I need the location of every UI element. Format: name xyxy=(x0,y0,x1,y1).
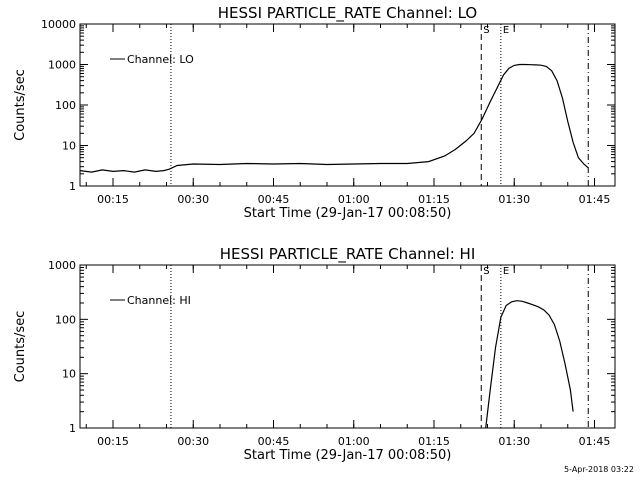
panel2-marker-label-E: E xyxy=(503,266,509,277)
panel2-chart-title: HESSI PARTICLE_RATE Channel: HI xyxy=(220,245,476,264)
panel1-x-tick-label-4: 01:15 xyxy=(418,193,450,206)
panel1-y-axis-label: Counts/sec xyxy=(13,69,28,141)
panel1-x-tick-label-0: 00:15 xyxy=(97,193,129,206)
panel1-y-tick-label-2: 100 xyxy=(55,99,76,112)
panel2-legend-label: Channel: HI xyxy=(127,294,191,307)
panel2-plot-frame xyxy=(79,264,616,429)
panel2-x-tick-label-5: 01:30 xyxy=(498,435,530,448)
footer-timestamp: 5-Apr-2018 03:22 xyxy=(564,465,634,474)
panel2-series-line-0 xyxy=(485,300,574,429)
panel1-x-axis-label: Start Time (29-Jan-17 00:08:50) xyxy=(244,206,452,221)
panel2-y-tick-label-0: 1 xyxy=(69,422,76,435)
panel2-y-axis-label: Counts/sec xyxy=(13,311,28,383)
panel1-x-tick-label-3: 01:00 xyxy=(338,193,370,206)
panel1-marker-label-S: S xyxy=(483,25,489,36)
panel2-x-tick-label-0: 00:15 xyxy=(97,435,129,448)
panel2-x-tick-label-4: 01:15 xyxy=(418,435,450,448)
panel1-x-tick-label-6: 01:45 xyxy=(579,193,611,206)
panel1-x-tick-label-5: 01:30 xyxy=(498,193,530,206)
panel2-x-tick-label-1: 00:30 xyxy=(177,435,209,448)
panel1-y-tick-label-0: 1 xyxy=(69,180,76,193)
panel1-y-tick-label-1: 10 xyxy=(62,140,76,153)
panel1-y-tick-label-4: 10000 xyxy=(41,18,76,31)
panel2-x-tick-label-2: 00:45 xyxy=(258,435,290,448)
panel2-y-tick-label-2: 100 xyxy=(55,313,76,326)
panel1-y-tick-label-3: 1000 xyxy=(48,59,76,72)
panel2-y-tick-label-1: 10 xyxy=(62,368,76,381)
panel1-series-line-0 xyxy=(79,63,589,173)
panel1-x-tick-label-2: 00:45 xyxy=(258,193,290,206)
panel2-y-tick-label-3: 1000 xyxy=(48,259,76,272)
panel2-x-axis-label: Start Time (29-Jan-17 00:08:50) xyxy=(244,448,452,463)
panel2-marker-label-S: S xyxy=(483,266,489,277)
panel1-legend-label: Channel: LO xyxy=(127,53,194,66)
panel2-x-tick-label-6: 01:45 xyxy=(579,435,611,448)
panel1-chart-title: HESSI PARTICLE_RATE Channel: LO xyxy=(218,4,477,23)
panel1-marker-label-E: E xyxy=(503,25,509,36)
panel1-plot-frame xyxy=(79,23,616,187)
panel1-x-tick-label-1: 00:30 xyxy=(177,193,209,206)
panel2-x-tick-label-3: 01:00 xyxy=(338,435,370,448)
